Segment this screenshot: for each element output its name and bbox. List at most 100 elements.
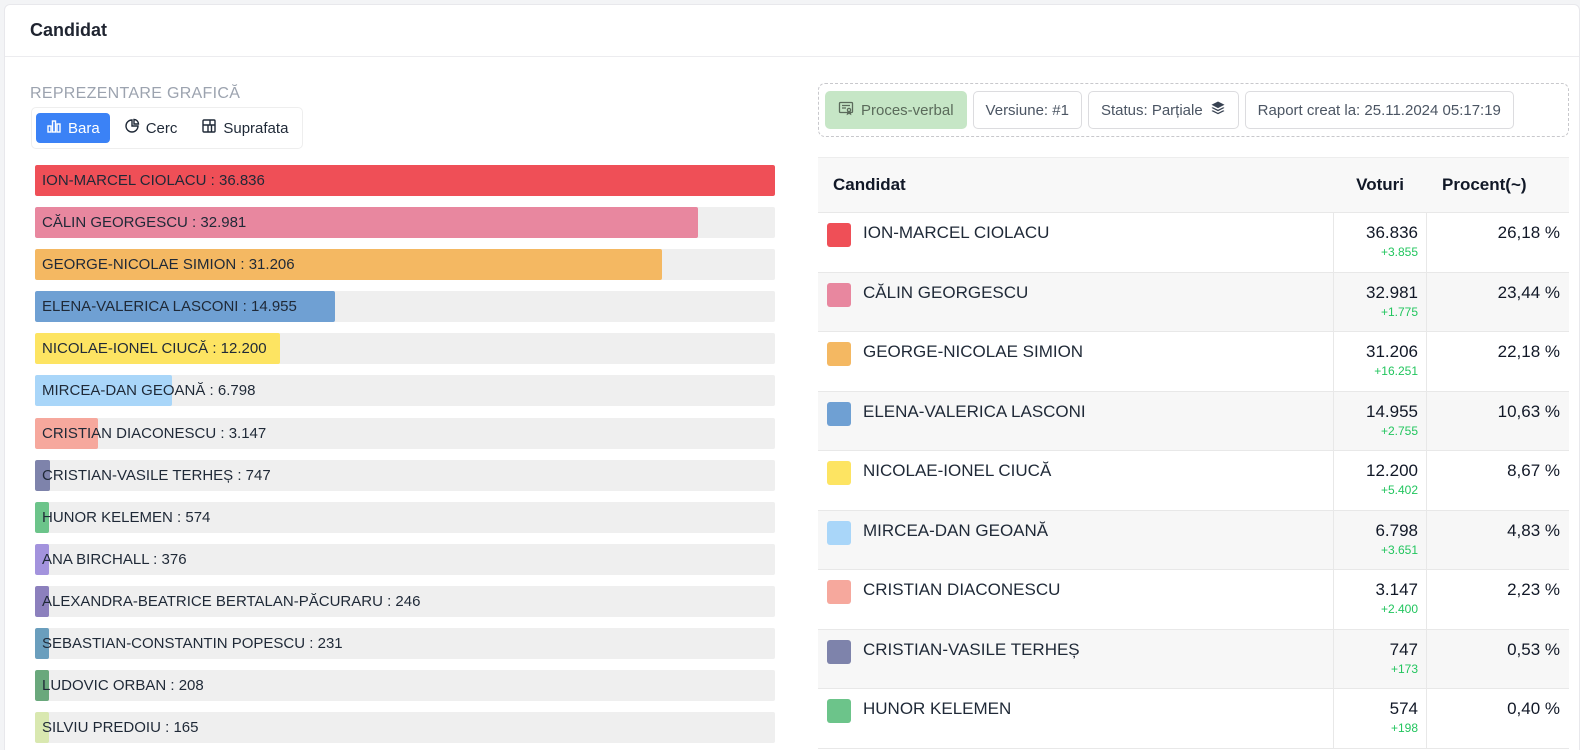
bar-value-label: 3.147 [228, 424, 267, 442]
bar-value-label: 36.836 [218, 172, 265, 189]
color-swatch [827, 401, 851, 426]
candidate-cell: ELENA-VALERICA LASCONI [818, 391, 1334, 450]
color-swatch [827, 520, 851, 545]
column-header-candidate[interactable]: Candidat [833, 175, 906, 194]
table-row[interactable]: ION-MARCEL CIOLACU 36.836 +3.855 26,18 % [818, 213, 1569, 273]
bar-row[interactable]: NICOLAE-IONEL CIUCĂ : 12.200 [35, 333, 775, 365]
bar-label-separator: : [305, 635, 318, 653]
bar-row[interactable]: ELENA-VALERICA LASCONI : 14.955 [35, 291, 775, 323]
candidate-name: MIRCEA-DAN GEOANĂ [863, 520, 1049, 540]
bar-label-separator: : [149, 550, 162, 568]
bar-row[interactable]: MIRCEA-DAN GEOANĂ : 6.798 [35, 375, 775, 407]
votes-delta: +16.251 [1374, 364, 1418, 378]
tab-treemap[interactable]: Suprafata [191, 113, 298, 143]
pie-chart-icon [124, 118, 140, 138]
color-swatch [827, 282, 851, 307]
bar-label-separator: : [166, 677, 179, 695]
table-header: Candidat Voturi Procent(~) [818, 158, 1569, 213]
table-row[interactable]: NICOLAE-IONEL CIUCĂ 12.200 +5.402 8,67 % [818, 451, 1569, 511]
bar-row[interactable]: CĂLIN GEORGESCU : 32.981 [35, 207, 775, 239]
tab-bar[interactable]: Bara [36, 113, 110, 143]
bar-text: SILVIU PREDOIU : 165 [42, 712, 198, 743]
bar-value-label: 231 [317, 635, 343, 653]
bar-value-label: 6.798 [217, 382, 256, 400]
bar-label-separator: : [233, 466, 246, 484]
bar-text: NICOLAE-IONEL CIUCĂ : 12.200 [42, 333, 267, 364]
bar [35, 628, 50, 660]
column-header-votes[interactable]: Voturi [1356, 175, 1404, 194]
candidate-results-card: Candidat REPREZENTARE GRAFICĂ Bara Cerc … [4, 4, 1580, 750]
candidate-cell: CĂLIN GEORGESCU [818, 272, 1334, 331]
bar [35, 501, 50, 533]
bar-label: NICOLAE-IONEL CIUCĂ [42, 340, 209, 358]
candidate-cell: GEORGE-NICOLAE SIMION [818, 332, 1334, 391]
bar-label: SEBASTIAN-CONSTANTIN POPESCU [42, 635, 306, 653]
candidate-name: ELENA-VALERICA LASCONI [863, 401, 1086, 421]
candidate-name: HUNOR KELEMEN [863, 699, 1012, 718]
candidate-cell: MIRCEA-DAN GEOANĂ [818, 510, 1334, 569]
candidate-name: NICOLAE-IONEL CIUCĂ [863, 461, 1052, 480]
bar-row[interactable]: GEORGE-NICOLAE SIMION : 31.206 [35, 249, 775, 281]
treemap-icon [201, 118, 217, 138]
bar-label: ANA BIRCHALL [42, 550, 149, 568]
tab-pie[interactable]: Cerc [114, 113, 188, 143]
table-row[interactable]: MIRCEA-DAN GEOANĂ 6.798 +3.651 4,83 % [818, 510, 1569, 570]
bar [35, 249, 662, 281]
votes-delta: +1.775 [1380, 304, 1418, 319]
bar-value-label: 14.955 [250, 298, 297, 316]
bar-label: CRISTIAN-VASILE TERHEȘ [42, 466, 234, 484]
column-header-percent[interactable]: Procent(~) [1442, 175, 1527, 194]
bar-label-separator: : [187, 214, 201, 232]
table-row[interactable]: CĂLIN GEORGESCU 32.981 +1.775 23,44 % [818, 272, 1569, 332]
bar-row[interactable]: SILVIU PREDOIU : 165 [35, 712, 775, 744]
proces-verbal-label: Proces-verbal [861, 101, 954, 119]
bar-label: ELENA-VALERICA LASCONI [42, 298, 239, 316]
candidate-cell: CRISTIAN-VASILE TERHEȘ [818, 629, 1334, 688]
bar-text: ANA BIRCHALL : 376 [42, 544, 187, 575]
bar-row[interactable]: ANA BIRCHALL : 376 [35, 543, 775, 575]
bar-row[interactable]: CRISTIAN-VASILE TERHEȘ : 747 [35, 459, 775, 491]
bar-value-label: 165 [173, 719, 199, 737]
table-row[interactable]: ELENA-VALERICA LASCONI 14.955 +2.755 10,63 … [818, 391, 1569, 451]
candidate-name: CRISTIAN DIACONESCU [863, 580, 1061, 599]
bar-label-separator: : [238, 298, 251, 316]
table-row[interactable]: CRISTIAN DIACONESCU 3.147 +2.400 2,23 % [818, 570, 1569, 630]
votes-value: 31.206 [1366, 342, 1418, 361]
bar-text: LUDOVIC ORBAN : 208 [42, 670, 204, 701]
bar-value-label: 246 [395, 592, 421, 610]
bar-row[interactable]: HUNOR KELEMEN : 574 [35, 501, 775, 533]
results-table: Candidat Voturi Procent(~) ION-MARCEL CI… [818, 157, 1569, 749]
bar [35, 417, 99, 449]
candidate-cell: CRISTIAN DIACONESCU [818, 570, 1334, 629]
percent-cell: 26,18 % [1497, 223, 1560, 242]
bar-label-separator: : [216, 424, 229, 442]
tab-pie-label: Cerc [145, 119, 178, 137]
bar-text: CĂLIN GEORGESCU : 32.981 [42, 207, 246, 238]
percent-cell: 4,83 % [1507, 520, 1560, 540]
bar-chart-icon [46, 118, 62, 138]
table-row[interactable]: GEORGE-NICOLAE SIMION 31.206 +16.251 22,18 … [818, 332, 1569, 392]
table-row[interactable]: CRISTIAN-VASILE TERHEȘ 747 +173 0,53 % [818, 629, 1569, 689]
candidate-cell: HUNOR KELEMEN [818, 689, 1334, 748]
bar-row[interactable]: LUDOVIC ORBAN : 208 [35, 670, 775, 702]
votes-cell: 574 +198 [1334, 689, 1427, 748]
bar-label: CRISTIAN DIACONESCU [42, 424, 217, 442]
bar-row[interactable]: SEBASTIAN-CONSTANTIN POPESCU : 231 [35, 628, 775, 660]
votes-cell: 3.147 +2.400 [1334, 570, 1427, 629]
bar-chart: ION-MARCEL CIOLACU : 36.836 CĂLIN GEORGES… [35, 165, 775, 750]
bar-value-label: 574 [185, 508, 211, 526]
card-title: Candidat [30, 20, 108, 40]
bar-row[interactable]: ALEXANDRA-BEATRICE BERTALAN-PĂCURARU : 2… [35, 585, 775, 617]
proces-verbal-button[interactable]: Proces-verbal [825, 91, 967, 129]
table-row[interactable]: HUNOR KELEMEN 574 +198 0,40 % [818, 689, 1569, 749]
bar-row[interactable]: ION-MARCEL CIOLACU : 36.836 [35, 165, 775, 196]
bar [35, 207, 698, 239]
bar-label: ALEXANDRA-BEATRICE BERTALAN-PĂCURARU [42, 592, 383, 610]
layers-icon [1210, 100, 1226, 120]
card-header: Candidat [5, 5, 1579, 57]
bar-label-separator: : [206, 172, 219, 189]
bar-label-separator: : [160, 719, 174, 737]
candidate-cell: ION-MARCEL CIOLACU [818, 213, 1334, 272]
bar-text: GEORGE-NICOLAE SIMION : 31.206 [42, 249, 295, 280]
bar-row[interactable]: CRISTIAN DIACONESCU : 3.147 [35, 417, 775, 449]
